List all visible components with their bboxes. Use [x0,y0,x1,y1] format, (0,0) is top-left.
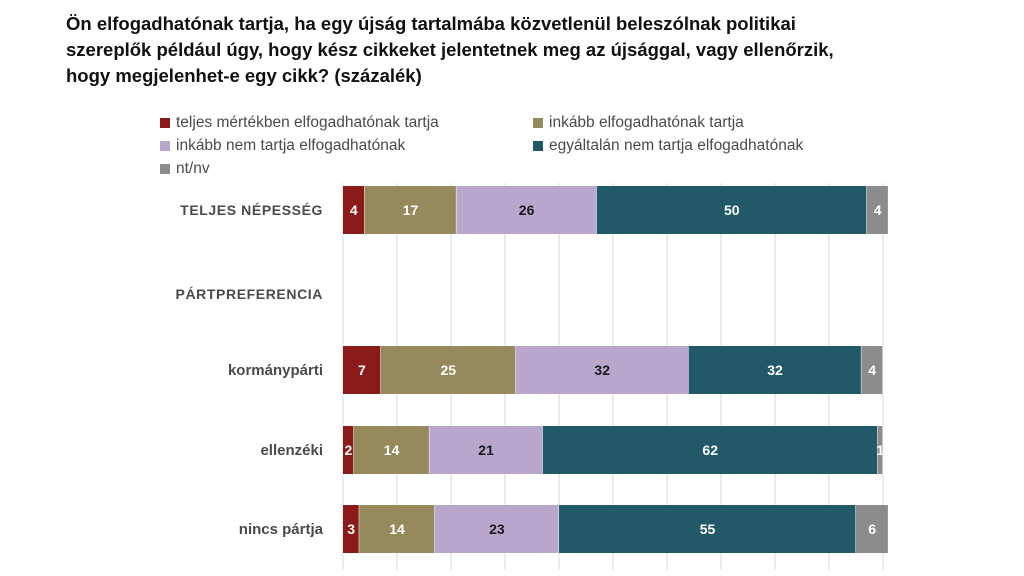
bar-segment [429,426,543,474]
legend-swatch [533,118,543,128]
legend-label: teljes mértékben elfogadhatónak tartja [176,114,439,131]
bar-row: 2 14 21 62 1 [343,426,884,474]
data-label: 3 [347,521,355,537]
bar-segment [434,505,559,553]
bar-segment [364,186,457,234]
data-label: 6 [868,521,876,537]
legend-swatch [533,141,543,151]
bar-segment [380,346,516,394]
category-label: TELJES NÉPESSÉG [180,202,323,218]
bar-segment [596,186,867,234]
legend-label: nt/nv [176,160,210,177]
bar-segment [861,346,883,394]
data-label: 50 [724,202,740,218]
category-label: PÁRTPREFERENCIA [176,286,323,302]
data-label: 14 [384,442,400,458]
data-label: 4 [868,362,876,378]
legend-item-ntnv: nt/nv [160,160,210,178]
data-label: 17 [403,202,419,218]
bar-segment [343,505,360,553]
data-label: 2 [345,442,353,458]
chart-title-line-3: hogy megjelenhet-e egy cikk? (százalék) [66,65,422,86]
legend-item-egyaltalan-nem: egyáltalán nem tartja elfogadhatónak [533,137,803,155]
data-label: 7 [358,362,366,378]
legend-item-inkabb-elfogadhato: inkább elfogadhatónak tartja [533,114,744,132]
bar-segment [343,186,365,234]
bar-row: 4 17 26 50 4 [343,186,889,234]
bar-segment [542,426,878,474]
bar-segment [353,426,430,474]
bar-segment [856,505,889,553]
bar-row: 7 25 32 32 4 [343,346,884,394]
bar-segment [343,346,381,394]
bar-segment [559,505,856,553]
chart-title-line-2: szereplők például úgy, hogy kész cikkeke… [66,39,834,60]
data-label: 55 [700,521,716,537]
data-label: 23 [489,521,505,537]
data-label: 4 [874,202,882,218]
bar-segment [688,346,862,394]
chart-title-line-1: Ön elfogadhatónak tartja, ha egy újság t… [66,13,796,34]
category-label: kormánypárti [228,362,323,379]
legend-swatch [160,141,170,151]
bar-segment [343,426,354,474]
category-label: ellenzéki [260,442,323,459]
bar-row: 3 14 23 55 6 [343,505,889,553]
data-label: 14 [389,521,405,537]
chart-title: Ön elfogadhatónak tartja, ha egy újság t… [66,11,966,89]
legend-item-teljes: teljes mértékben elfogadhatónak tartja [160,114,439,132]
legend-label: egyáltalán nem tartja elfogadhatónak [549,137,804,154]
data-label: 25 [441,362,457,378]
bar-segment [866,186,889,234]
bar-segment [359,505,435,553]
legend-label: inkább elfogadhatónak tartja [549,114,744,131]
legend-label: inkább nem tartja elfogadhatónak [176,137,406,154]
data-label: 1 [876,442,884,458]
legend-item-inkabb-nem: inkább nem tartja elfogadhatónak [160,137,405,155]
category-label: nincs pártja [239,521,324,538]
legend-swatch [160,118,170,128]
data-label: 62 [702,442,718,458]
bar-segment [515,346,689,394]
legend-swatch [160,164,170,174]
bar-segment [456,186,597,234]
data-label: 32 [594,362,610,378]
chart-legend: teljes mértékben elfogadhatónak tartja i… [0,0,1024,180]
data-label: 21 [478,442,494,458]
data-label: 26 [519,202,535,218]
data-label: 32 [767,362,783,378]
bar-segment [877,426,883,474]
data-label: 4 [350,202,358,218]
